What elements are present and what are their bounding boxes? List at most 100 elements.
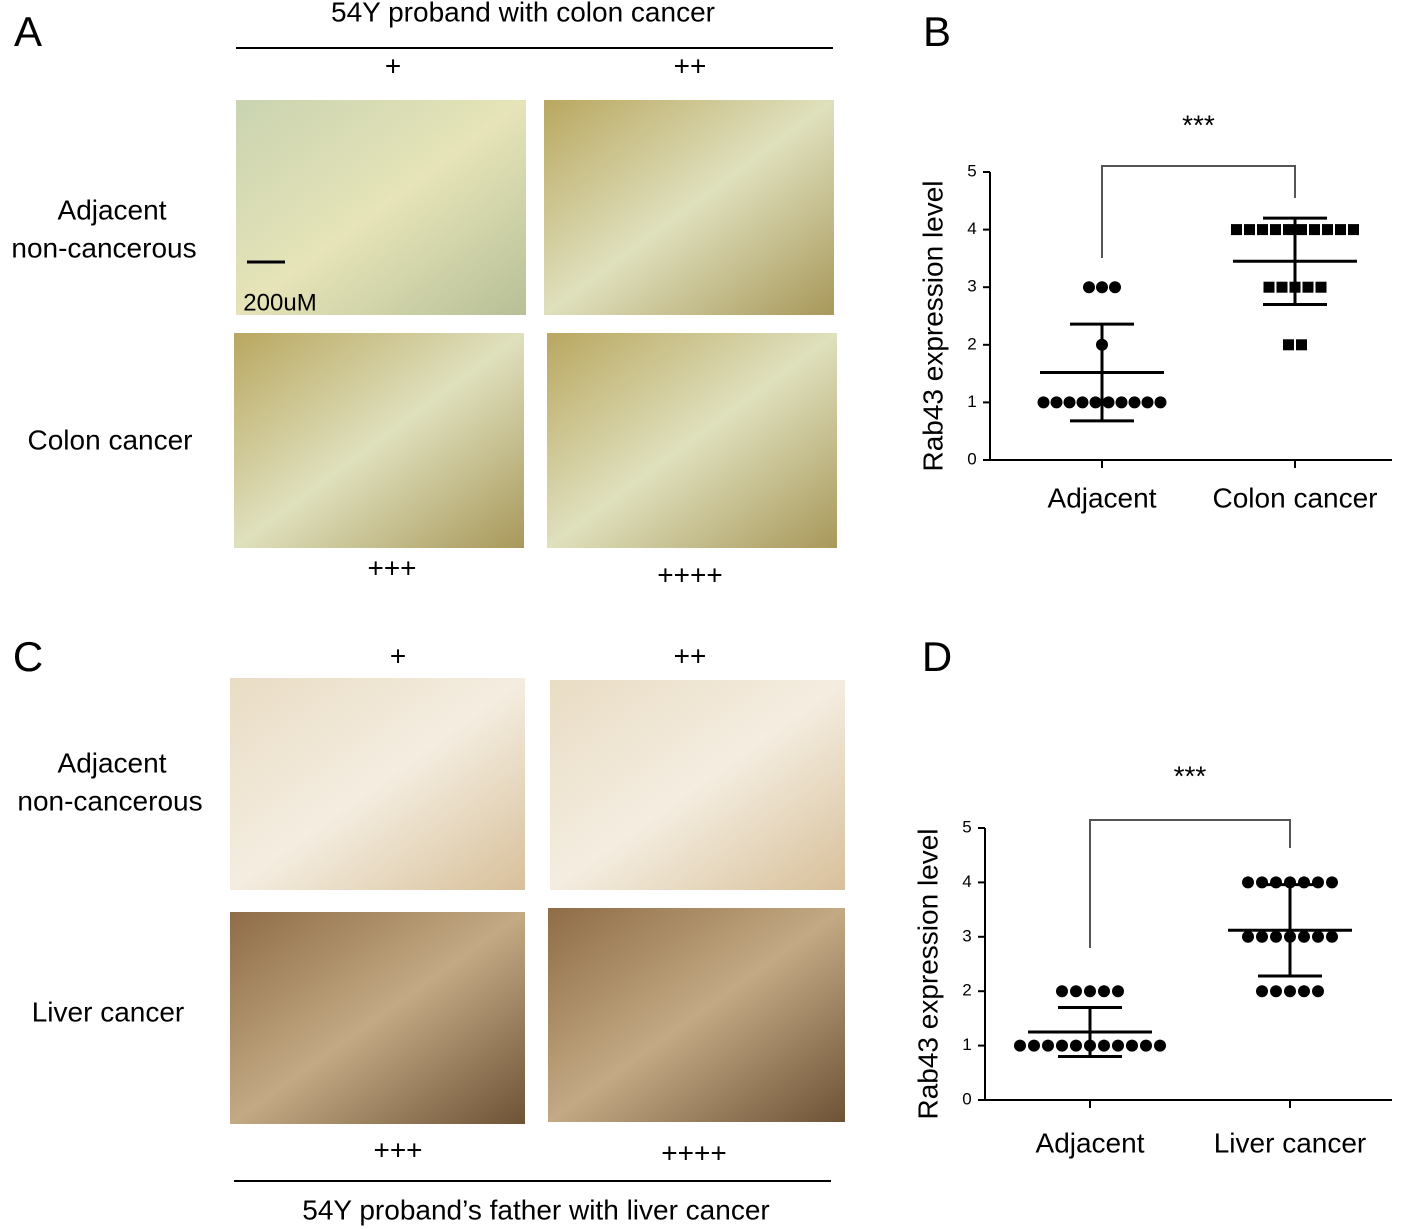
data-point <box>1309 224 1320 236</box>
x-tick-label: Adjacent <box>1048 482 1157 513</box>
data-point <box>1270 985 1282 998</box>
data-point <box>1322 224 1333 236</box>
significance-bracket <box>1101 165 1296 258</box>
grade-label: + <box>390 640 406 671</box>
data-point <box>1102 396 1115 409</box>
data-point <box>1050 396 1063 409</box>
data-point <box>1070 1039 1082 1052</box>
grade-label: ++++ <box>657 559 722 590</box>
data-point <box>1283 339 1294 351</box>
scale-label: 200uM <box>243 289 316 316</box>
data-point <box>1335 224 1346 236</box>
panel-letter: A <box>14 8 42 55</box>
grade-label: +++ <box>373 1134 422 1165</box>
data-point <box>1037 396 1050 409</box>
data-point <box>1112 985 1124 998</box>
data-point <box>1098 985 1110 998</box>
data-point <box>1056 985 1068 998</box>
data-point <box>1076 396 1089 409</box>
micrograph <box>234 333 524 548</box>
data-point <box>1084 985 1096 998</box>
y-tick-label: 0 <box>967 449 976 468</box>
data-point <box>1089 396 1102 409</box>
data-point <box>1296 224 1307 236</box>
data-point <box>1109 281 1121 294</box>
y-tick-label: 4 <box>962 872 971 891</box>
row-label: non-cancerous <box>17 785 202 816</box>
data-point <box>1242 930 1254 943</box>
data-point <box>1284 985 1296 998</box>
significance-label: *** <box>1182 109 1215 140</box>
data-point <box>1270 876 1282 889</box>
data-point <box>1283 224 1294 236</box>
data-point <box>1312 985 1324 998</box>
row-label: Adjacent <box>58 747 167 778</box>
data-point <box>1315 281 1327 293</box>
row-label: Colon cancer <box>28 424 193 455</box>
data-point <box>1028 1039 1040 1052</box>
micrograph <box>230 678 525 890</box>
y-tick-label: 5 <box>967 161 976 180</box>
micrograph <box>236 100 526 315</box>
micrograph <box>544 100 834 315</box>
data-point <box>1302 281 1314 293</box>
y-tick-label: 3 <box>962 926 971 945</box>
data-point <box>1231 224 1242 236</box>
x-tick-label: Adjacent <box>1036 1127 1145 1158</box>
significance-label: *** <box>1174 760 1207 791</box>
significance-bracket <box>1089 819 1291 948</box>
data-point <box>1257 224 1268 236</box>
panel-letter: D <box>922 633 952 680</box>
data-point <box>1042 1039 1054 1052</box>
data-point <box>1298 985 1310 998</box>
data-point <box>1014 1039 1026 1052</box>
grade-label: + <box>385 50 401 81</box>
y-axis-label: Rab43 expression level <box>912 828 943 1119</box>
grade-label: +++ <box>367 552 416 583</box>
y-tick-label: 2 <box>962 981 971 1000</box>
y-tick-label: 3 <box>967 277 976 296</box>
data-point <box>1270 930 1282 943</box>
data-point <box>1098 1039 1110 1052</box>
row-label: Adjacent <box>58 194 167 225</box>
data-point <box>1326 930 1338 943</box>
y-tick-label: 1 <box>967 392 976 411</box>
data-point <box>1312 876 1324 889</box>
data-point <box>1298 876 1310 889</box>
grade-label: ++ <box>674 50 707 81</box>
data-point <box>1056 1039 1068 1052</box>
data-point <box>1242 876 1254 889</box>
data-point <box>1154 1039 1166 1052</box>
data-point <box>1126 1039 1138 1052</box>
data-point <box>1063 396 1076 409</box>
data-point <box>1154 396 1167 409</box>
micrograph <box>548 908 845 1122</box>
data-point <box>1348 224 1359 236</box>
data-point <box>1070 985 1082 998</box>
data-point <box>1263 281 1275 293</box>
caption: 54Y proband’s father with liver cancer <box>302 1194 769 1225</box>
data-point <box>1115 396 1128 409</box>
data-point <box>1296 339 1307 351</box>
y-tick-label: 5 <box>962 817 971 836</box>
y-tick-label: 2 <box>967 334 976 353</box>
data-point <box>1096 281 1108 294</box>
data-point <box>1256 985 1268 998</box>
panel-letter: B <box>923 8 951 55</box>
y-tick-label: 4 <box>967 219 976 238</box>
data-point <box>1270 224 1281 236</box>
x-tick-label: Colon cancer <box>1213 482 1378 513</box>
data-point <box>1141 396 1154 409</box>
data-point <box>1112 1039 1124 1052</box>
data-point <box>1256 930 1268 943</box>
y-axis-label: Rab43 expression level <box>917 180 948 471</box>
data-point <box>1298 930 1310 943</box>
panel-letter: C <box>13 633 43 680</box>
data-point <box>1140 1039 1152 1052</box>
data-point <box>1276 281 1288 293</box>
grade-label: ++ <box>674 640 707 671</box>
grade-label: ++++ <box>661 1137 726 1168</box>
micrograph <box>230 912 525 1124</box>
x-tick-label: Liver cancer <box>1214 1127 1367 1158</box>
y-tick-label: 1 <box>962 1035 971 1054</box>
